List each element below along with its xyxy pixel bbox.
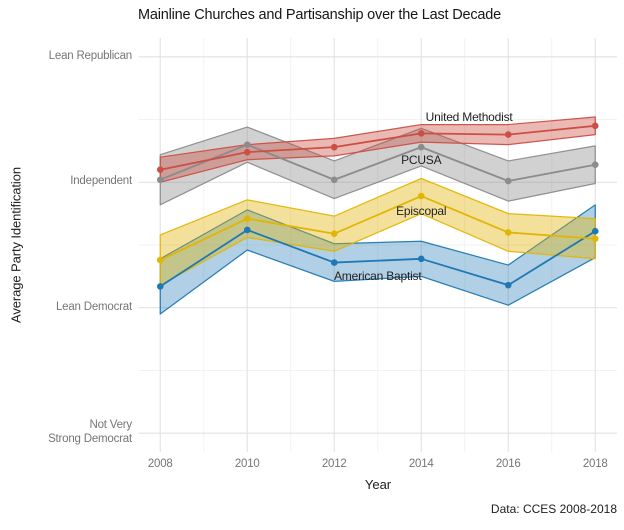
ribbon-pcusa — [159, 126, 596, 206]
point-united-methodist-2010 — [243, 148, 251, 156]
point-episcopal-2016 — [504, 229, 512, 236]
point-episcopal-2018 — [591, 235, 599, 243]
point-pcusa-2016 — [504, 177, 512, 185]
point-episcopal-2008 — [156, 256, 164, 264]
point-pcusa-2012 — [330, 176, 338, 184]
point-american-baptist-2016 — [504, 281, 512, 289]
point-united-methodist-2016 — [504, 131, 512, 138]
point-american-baptist-2018 — [591, 227, 599, 235]
point-united-methodist-2014 — [417, 130, 425, 137]
ribbon-episcopal — [159, 177, 596, 286]
series-label-american-baptist: American Baptist — [333, 269, 422, 284]
y-tick-not-very-strong-democrat: Not Very Strong Democrat — [48, 419, 132, 446]
point-american-baptist-2014 — [417, 255, 425, 263]
x-tick-2008: 2008 — [147, 458, 173, 470]
x-tick-2014: 2014 — [408, 458, 434, 470]
data-source-caption: Data: CCES 2008-2018 — [490, 502, 617, 516]
point-episcopal-2010 — [243, 215, 251, 222]
point-pcusa-2008 — [156, 176, 164, 184]
point-pcusa-2018 — [591, 161, 599, 169]
series-label-pcusa: PCUSA — [401, 152, 442, 167]
point-american-baptist-2008 — [156, 283, 164, 290]
y-tick-lean-republican: Lean Republican — [48, 49, 133, 62]
line-united-methodist — [159, 124, 597, 171]
point-episcopal-2014 — [417, 192, 425, 200]
x-tick-2010: 2010 — [234, 458, 260, 470]
series-label-episcopal: Episcopal — [396, 204, 447, 219]
point-pcusa-2010 — [243, 141, 251, 148]
series-label-united-methodist: United Methodist — [425, 110, 513, 125]
chart-title: Mainline Churches and Partisanship over … — [138, 7, 501, 23]
point-episcopal-2012 — [330, 230, 338, 238]
line-pcusa — [159, 143, 597, 182]
y-tick-lean-democrat: Lean Democrat — [55, 300, 132, 313]
point-american-baptist-2012 — [330, 259, 338, 266]
x-tick-2012: 2012 — [321, 458, 347, 470]
y-tick-independent: Independent — [70, 175, 132, 188]
point-united-methodist-2008 — [156, 166, 164, 174]
point-pcusa-2014 — [417, 143, 425, 151]
x-axis-title: Year — [364, 477, 392, 492]
line-american-baptist — [159, 229, 597, 288]
point-united-methodist-2018 — [591, 122, 599, 130]
ribbon-united-methodist — [159, 116, 596, 183]
x-tick-2018: 2018 — [582, 458, 608, 470]
point-american-baptist-2010 — [243, 226, 251, 234]
point-united-methodist-2012 — [330, 143, 338, 151]
x-tick-2016: 2016 — [495, 458, 521, 470]
line-episcopal — [159, 195, 597, 261]
